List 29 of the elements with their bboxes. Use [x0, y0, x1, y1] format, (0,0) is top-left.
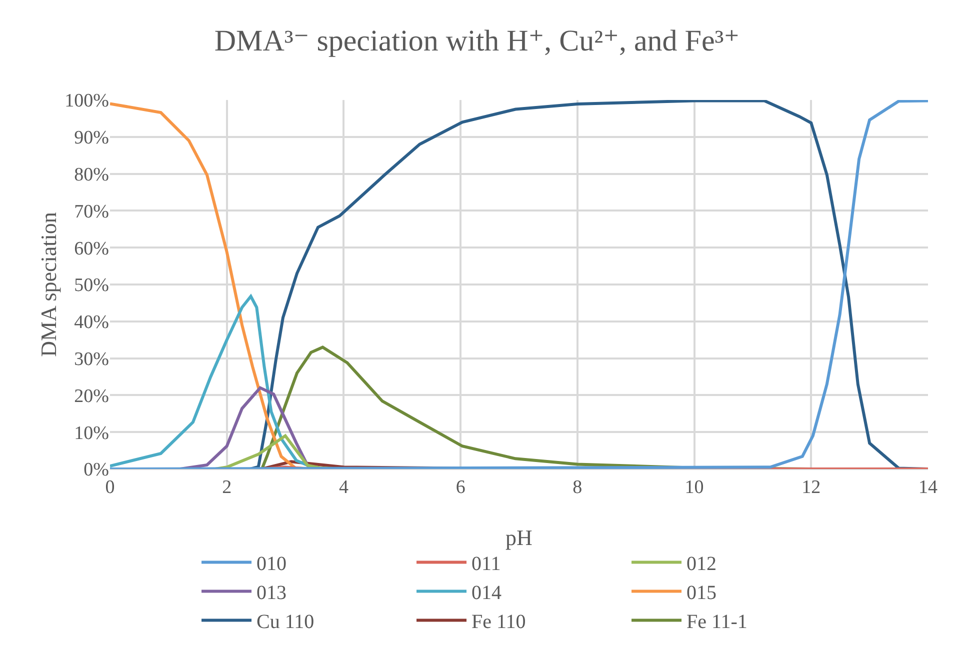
legend-label: 013	[256, 582, 286, 604]
x-tick-label: 6	[456, 476, 466, 498]
legend-label: Fe 110	[472, 611, 526, 634]
y-tick-label: 60%	[74, 238, 110, 260]
legend-label: Fe 11-1	[686, 611, 748, 634]
x-tick-label: 14	[918, 476, 938, 498]
legend-label: 015	[686, 582, 716, 604]
legend-label: 010	[256, 553, 286, 576]
y-tick-label: 100%	[64, 90, 110, 112]
y-tick-label: 50%	[74, 275, 110, 296]
x-tick-label: 10	[684, 476, 704, 498]
x-tick-label: 12	[802, 476, 821, 498]
y-tick-label: 80%	[74, 164, 110, 186]
legend-label: 014	[472, 582, 502, 604]
y-tick-label: 30%	[74, 348, 110, 370]
legend-label: 012	[686, 553, 716, 576]
chart-title: DMA³⁻ speciation with H⁺, Cu²⁺, and Fe³⁺	[214, 24, 740, 58]
y-tick-label: 70%	[74, 201, 110, 222]
x-tick-label: 4	[338, 476, 349, 498]
y-tick-label: 90%	[74, 128, 110, 149]
y-tick-label: 10%	[74, 422, 110, 444]
legend-label: Cu 110	[256, 611, 314, 634]
y-tick-label: 20%	[74, 386, 110, 407]
x-axis-title: pH	[506, 525, 533, 550]
y-tick-label: 40%	[74, 312, 110, 334]
x-tick-label: 8	[572, 476, 582, 498]
legend-label: 011	[472, 553, 501, 576]
y-axis-title: DMA speciation	[36, 212, 61, 357]
x-tick-label: 2	[222, 476, 232, 498]
